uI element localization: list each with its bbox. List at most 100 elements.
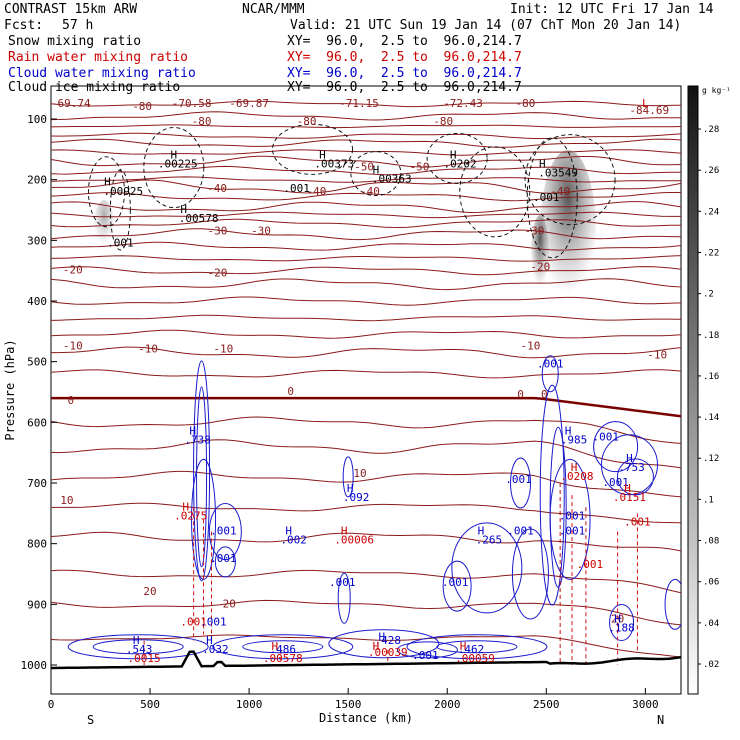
isotherm-14 xyxy=(51,228,681,241)
value-label-55: .543 xyxy=(126,643,153,656)
ice-contour-4 xyxy=(426,132,488,184)
isotherm-11 xyxy=(51,201,681,214)
x-tick-label-5: 2500 xyxy=(533,698,560,711)
isotherm-contours xyxy=(51,100,681,658)
isotherm-27 xyxy=(51,470,681,498)
value-label-58: H xyxy=(272,640,279,653)
cloud-water-contour-14 xyxy=(442,560,472,612)
colorbar-label-7: .14 xyxy=(703,413,719,423)
cloud-water-contour-20 xyxy=(396,641,458,659)
cloud-ice-contours xyxy=(88,123,616,259)
isotherm-10 xyxy=(51,192,681,202)
temp-label-35: 20 xyxy=(223,597,236,610)
south-label: S xyxy=(87,713,94,727)
colorbar-unit: g kg⁻¹ xyxy=(702,86,731,95)
value-label-34: .0275 xyxy=(174,509,207,522)
isotherm-21 xyxy=(51,329,681,339)
cloud-water-contour-15 xyxy=(67,634,209,660)
x-axis-title: Distance (km) xyxy=(319,711,413,725)
cloud-water-contour-17 xyxy=(212,634,354,660)
valid-time: Valid: 21 UTC Sun 19 Jan 14 (07 ChT Mon … xyxy=(290,18,682,33)
isotherm-2 xyxy=(51,124,681,129)
value-label-15: .00578 xyxy=(179,212,219,225)
value-label-37: H xyxy=(285,525,292,538)
temp-label-34: 20 xyxy=(143,585,156,598)
y-tick-label-6: 700 xyxy=(27,477,47,490)
value-label-6: H xyxy=(450,148,457,161)
x-axis: 0 500 1000 1500 2000 2500 3000 Distance (km) S N xyxy=(48,688,664,727)
temp-label-21: -20 xyxy=(207,267,227,280)
value-label-60: H xyxy=(379,631,386,644)
cloud-water-contour-5 xyxy=(549,458,591,580)
ice-contour-7 xyxy=(459,146,531,238)
temp-label-19: -30 xyxy=(524,224,544,237)
value-label-67: .0015 xyxy=(128,652,161,665)
isotherm-4 xyxy=(51,138,681,148)
y-axis-title: Pressure (hPa) xyxy=(3,339,17,440)
temp-label-24: -10 xyxy=(138,343,158,356)
y-tick-label-1: 200 xyxy=(27,174,47,187)
cloud-water-contour-1 xyxy=(196,386,208,568)
y-tick-label-4: 500 xyxy=(27,356,47,369)
ice-contour-5 xyxy=(526,137,578,259)
temp-label-7: -84.69 xyxy=(629,104,669,117)
cloud-water-contour-11 xyxy=(510,457,532,509)
value-label-49: .001 xyxy=(442,576,469,589)
colorbar-label-4: .2 xyxy=(703,290,714,300)
value-label-36: .001 xyxy=(624,515,651,528)
value-label-1: .00225 xyxy=(158,158,198,171)
value-label-0: H xyxy=(171,148,178,161)
cloud-water-contour-13 xyxy=(511,528,549,620)
cloud-water-contour-10 xyxy=(337,572,351,624)
colorbar-label-0: .28 xyxy=(703,125,719,135)
cloud-water-contour-0 xyxy=(193,360,211,582)
value-label-44: H xyxy=(478,525,485,538)
temp-label-25: -10 xyxy=(213,343,233,356)
legend-rain-xy: XY= 96.0, 2.5 to 96.0,214.7 xyxy=(287,50,522,65)
legend-cloud-ice-xy: XY= 96.0, 2.5 to 96.0,214.7 xyxy=(287,80,522,95)
init-time: Init: 12 UTC Fri 17 Jan 14 xyxy=(510,2,714,17)
ice-contour-6 xyxy=(524,134,616,226)
value-label-68: .00578 xyxy=(263,652,303,665)
temp-label-36: 20 xyxy=(611,613,624,626)
temp-label-5: -72.43 xyxy=(443,97,483,110)
x-tick-label-6: 3000 xyxy=(632,698,659,711)
forecast-value: 57 h xyxy=(62,18,94,33)
value-label-69: .00059 xyxy=(455,652,495,665)
temp-label-2: -70.58 xyxy=(172,97,212,110)
value-label-52: H xyxy=(614,613,621,626)
isotherm-5 xyxy=(51,149,681,156)
value-label-8: H xyxy=(539,158,546,171)
value-label-51: .001 xyxy=(200,616,227,629)
colorbar-label-11: .06 xyxy=(703,578,719,588)
cloud-water-contour-8 xyxy=(616,458,654,496)
value-label-50: .001 xyxy=(180,616,207,629)
temp-label-14: -40 xyxy=(307,185,327,198)
value-label-41: .001 xyxy=(559,525,586,538)
isotherm-16 xyxy=(51,255,681,262)
value-label-23: H xyxy=(626,452,633,465)
value-label-39: .00006 xyxy=(334,534,374,547)
value-label-35: .001 xyxy=(559,509,586,522)
isotherm-20 xyxy=(51,314,681,322)
value-label-40: .001 xyxy=(210,525,237,538)
temp-label-17: -30 xyxy=(207,224,227,237)
value-label-47: .001 xyxy=(577,558,604,571)
y-tick-label-9: 1000 xyxy=(21,659,48,672)
legend-snow-xy: XY= 96.0, 2.5 to 96.0,214.7 xyxy=(287,34,522,49)
value-label-14: H xyxy=(180,203,187,216)
value-label-45: .265 xyxy=(476,534,503,547)
x-tick-label-1: 500 xyxy=(140,698,160,711)
colorbar-label-8: .12 xyxy=(703,454,719,464)
temp-label-11: -50 xyxy=(354,161,374,174)
value-label-54: H xyxy=(133,634,140,647)
value-label-28: .092 xyxy=(343,491,370,504)
value-label-32: .0151 xyxy=(613,491,646,504)
temp-label-13: -40 xyxy=(207,182,227,195)
value-label-26: .001 xyxy=(505,473,532,486)
temp-label-29: 0 xyxy=(287,385,294,398)
isotherm-9 xyxy=(51,179,681,194)
value-label-30: .0208 xyxy=(560,470,593,483)
center-title: NCAR/MMM xyxy=(242,2,305,17)
value-label-66: .001 xyxy=(412,649,439,662)
